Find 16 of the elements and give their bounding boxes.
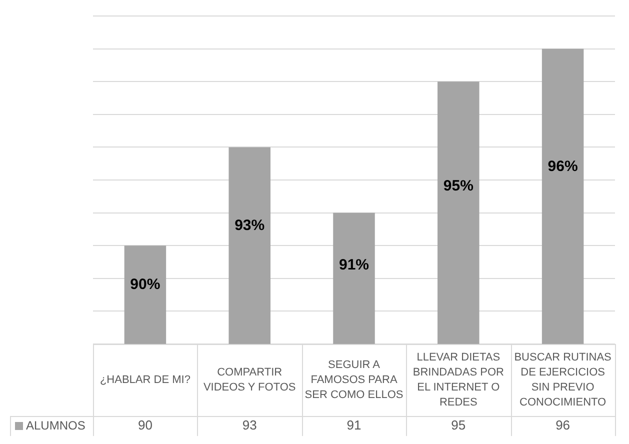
- data-label: 96: [556, 418, 570, 433]
- annotation: 91%: [338, 256, 370, 274]
- x-tick-label: COMPARTIR VIDEOS Y FOTOS: [203, 366, 296, 394]
- x-tick-label: SEGUIR A FAMOSOS PARA SER COMO ELLOS: [304, 359, 404, 402]
- data-label: 90: [138, 418, 152, 433]
- x-tick-label: BUSCAR RUTINAS DE EJERCICIOS SIN PREVIO CONOCIMIENTO: [514, 352, 612, 409]
- annotation: 96%: [548, 158, 578, 176]
- annotation: 90%: [130, 276, 160, 294]
- data-label: 91: [346, 418, 362, 433]
- data-label: 93: [242, 418, 257, 433]
- legend-label: ALUMNOS: [26, 418, 86, 432]
- x-tick-label: LLEVAR DIETAS BRINDADAS POR EL INTERNET O REDES: [412, 352, 504, 409]
- annotation: 93%: [234, 217, 265, 234]
- data-label: 95: [451, 418, 466, 433]
- x-tick-label: ¿HABLAR DE MI?: [100, 374, 190, 386]
- annotation: 95%: [443, 178, 474, 195]
